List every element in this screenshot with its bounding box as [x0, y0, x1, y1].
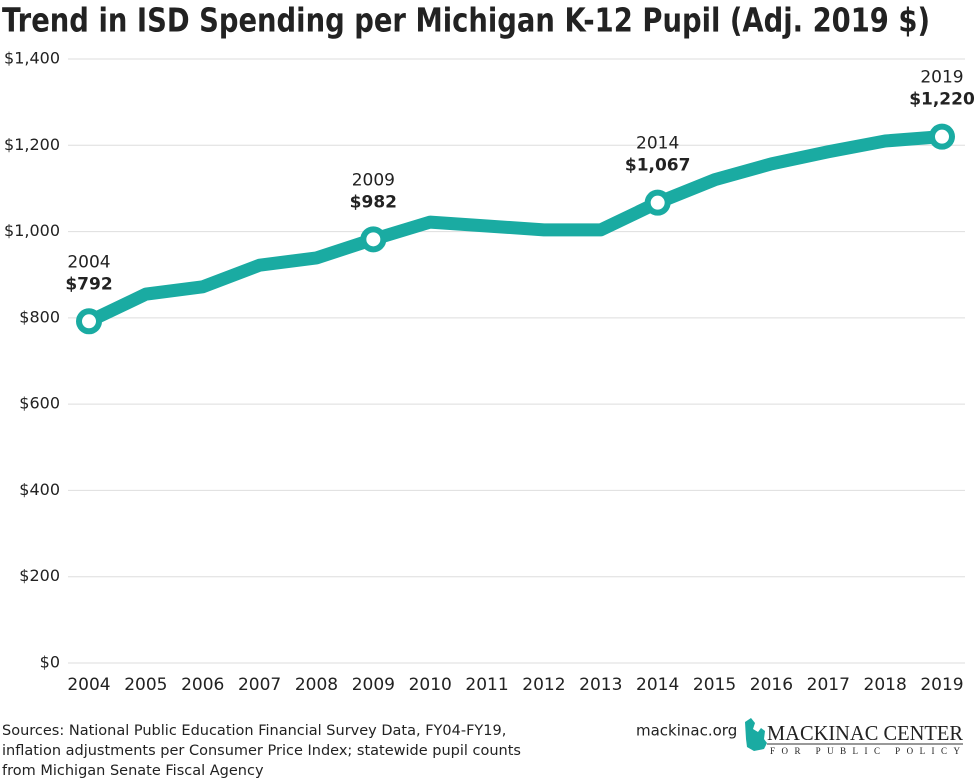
y-tick-label: $600: [19, 394, 60, 413]
source-line: from Michigan Senate Fiscal Agency: [2, 763, 264, 779]
y-tick-label: $200: [19, 566, 60, 585]
y-tick-label: $1,200: [4, 135, 60, 154]
y-tick-label: $800: [19, 307, 60, 326]
annotation-year: 2004: [67, 252, 110, 272]
logo-mark: [745, 718, 767, 751]
value-label: $1,220: [909, 90, 974, 110]
value-label: $982: [350, 192, 397, 212]
logo-tagline: FOR PUBLIC POLICY: [770, 746, 961, 756]
x-tick-label: 2012: [522, 675, 565, 695]
chart-title: Trend in ISD Spending per Michigan K-12 …: [2, 1, 930, 40]
annotation-year: 2019: [920, 68, 963, 88]
x-tick-label: 2016: [750, 675, 793, 695]
x-tick-label: 2004: [67, 675, 110, 695]
x-tick-label: 2005: [124, 675, 167, 695]
annotation-year: 2014: [636, 134, 679, 154]
point-marker: [360, 226, 387, 253]
x-tick-label: 2008: [295, 675, 338, 695]
value-label: $1,067: [625, 156, 691, 176]
point-marker: [644, 189, 671, 216]
x-tick-label: 2013: [579, 675, 622, 695]
website: mackinac.org: [636, 722, 737, 740]
x-tick-label: 2019: [920, 675, 963, 695]
x-tick-label: 2014: [636, 675, 679, 695]
y-tick-label: $0: [40, 653, 60, 672]
x-tick-label: 2017: [807, 675, 850, 695]
x-tick-label: 2018: [864, 675, 907, 695]
x-tick-label: 2015: [693, 675, 736, 695]
y-tick-label: $400: [19, 480, 60, 499]
source-line: Sources: National Public Education Finan…: [2, 723, 506, 739]
y-tick-label: $1,000: [4, 221, 60, 240]
point-marker: [76, 308, 102, 335]
x-tick-label: 2006: [181, 675, 224, 695]
y-tick-label: $1,400: [4, 49, 60, 68]
x-tick-label: 2009: [352, 675, 395, 695]
point-marker: [929, 123, 955, 150]
x-tick-label: 2007: [238, 675, 281, 695]
value-label: $792: [65, 274, 112, 294]
x-tick-label: 2010: [409, 675, 452, 695]
annotation-year: 2009: [352, 170, 395, 190]
line: [82, 130, 949, 328]
source-line: inflation adjustments per Consumer Price…: [2, 743, 521, 759]
x-tick-label: 2011: [465, 675, 508, 695]
logo-name: MACKINAC CENTER: [767, 721, 963, 745]
